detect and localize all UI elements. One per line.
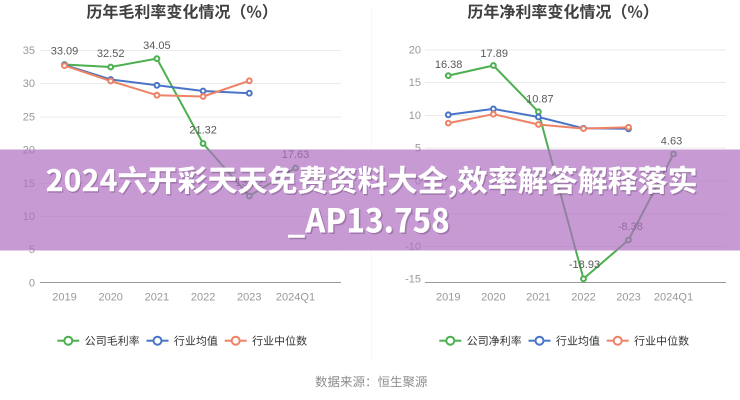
svg-text:25: 25 [23,111,35,123]
svg-text:2022: 2022 [571,291,595,303]
svg-text:2023: 2023 [616,291,640,303]
svg-text:5: 5 [415,143,421,155]
svg-text:2019: 2019 [52,291,76,303]
svg-text:34.05: 34.05 [143,40,171,52]
svg-text:2024Q1: 2024Q1 [276,291,315,303]
svg-text:10: 10 [409,110,421,122]
svg-text:2020: 2020 [98,291,122,303]
svg-text:35: 35 [23,45,35,57]
svg-text:2024Q1: 2024Q1 [654,291,693,303]
svg-text:-18.93: -18.93 [569,259,600,271]
svg-text:2022: 2022 [191,291,215,303]
svg-text:15: 15 [409,77,421,89]
svg-text:33.09: 33.09 [51,46,79,58]
svg-text:30: 30 [23,78,35,90]
svg-text:2023: 2023 [237,291,261,303]
svg-text:20: 20 [409,44,421,56]
svg-text:21.32: 21.32 [189,125,217,137]
svg-text:2021: 2021 [145,291,169,303]
svg-text:10.87: 10.87 [526,94,554,106]
svg-text:16.38: 16.38 [435,59,463,71]
svg-text:0: 0 [29,277,35,289]
svg-text:32.52: 32.52 [97,48,125,60]
svg-text:4.63: 4.63 [661,136,682,148]
svg-text:2020: 2020 [481,291,505,303]
svg-text:2019: 2019 [436,291,460,303]
svg-text:-15: -15 [405,274,421,286]
svg-text:2021: 2021 [526,291,550,303]
svg-text:17.89: 17.89 [480,48,508,60]
